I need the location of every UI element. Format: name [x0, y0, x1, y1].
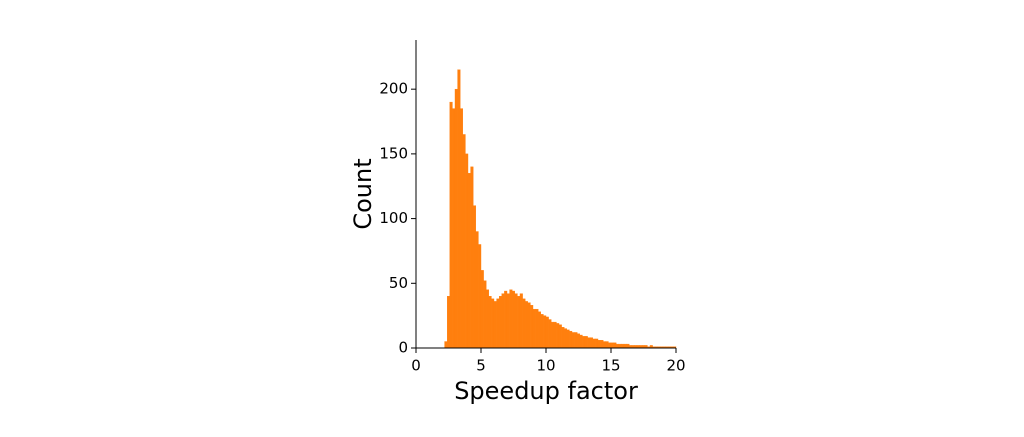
bar	[561, 327, 565, 349]
bar	[610, 342, 614, 349]
bar	[551, 321, 555, 349]
bar	[548, 319, 552, 349]
bar	[496, 298, 500, 349]
bar	[626, 343, 630, 349]
x-tick-label: 20	[666, 357, 685, 375]
bar	[519, 293, 523, 349]
bar	[460, 108, 464, 349]
bar	[504, 290, 508, 349]
bar	[579, 334, 583, 349]
y-tick-label: 100	[379, 209, 408, 227]
bar	[454, 88, 458, 349]
bar	[452, 108, 456, 349]
bar	[600, 340, 604, 349]
bar	[522, 298, 526, 349]
bar	[465, 153, 469, 349]
y-tick-label: 200	[379, 80, 408, 98]
bar	[499, 296, 503, 349]
bar	[566, 329, 570, 349]
bar	[618, 343, 622, 349]
bar	[509, 289, 513, 349]
x-tick-label: 5	[476, 357, 486, 375]
bar	[590, 337, 594, 349]
bar	[486, 289, 490, 349]
bar	[449, 101, 453, 349]
bar	[512, 290, 516, 349]
bar	[483, 280, 487, 349]
y-tick-label: 150	[379, 144, 408, 162]
bar	[582, 336, 586, 349]
bar	[473, 205, 477, 349]
bar	[525, 301, 529, 349]
bar	[577, 333, 581, 349]
bar	[535, 308, 539, 349]
x-tick-label: 0	[411, 357, 421, 375]
bar	[595, 338, 599, 349]
bar	[447, 296, 451, 349]
bar	[540, 314, 544, 349]
bar	[597, 340, 601, 349]
y-tick-label: 0	[398, 339, 408, 357]
bar	[480, 270, 484, 349]
bar	[532, 308, 536, 349]
bar	[621, 343, 625, 349]
bar	[470, 166, 474, 349]
bar	[613, 342, 617, 349]
bar	[564, 328, 568, 349]
x-tick-label: 15	[601, 357, 620, 375]
x-tick-label: 10	[536, 357, 555, 375]
bar	[491, 298, 495, 349]
y-axis-label: Count	[349, 158, 377, 229]
bar	[556, 323, 560, 349]
bar	[558, 324, 562, 349]
bar	[587, 337, 591, 349]
bar	[623, 343, 627, 349]
bar	[545, 316, 549, 349]
bar	[527, 302, 531, 349]
bar	[543, 315, 547, 349]
bar	[605, 341, 609, 349]
bar	[493, 301, 497, 349]
bar	[517, 296, 521, 349]
bar	[514, 293, 518, 349]
bar	[571, 332, 575, 349]
bar	[603, 341, 607, 349]
bar	[501, 293, 505, 349]
bar	[608, 342, 612, 349]
y-tick-label: 50	[389, 274, 408, 292]
bar	[616, 343, 620, 349]
bar	[538, 311, 542, 349]
bar	[553, 321, 557, 349]
x-axis-label: Speedup factor	[454, 377, 638, 405]
bar	[584, 336, 588, 349]
bar	[488, 296, 492, 349]
bar	[592, 338, 596, 349]
bar	[506, 293, 510, 349]
bar	[478, 244, 482, 349]
bar	[475, 231, 479, 349]
bar	[457, 69, 461, 349]
bar	[444, 341, 448, 349]
bar	[574, 332, 578, 349]
bar	[467, 173, 471, 349]
bar	[569, 330, 573, 349]
bar	[530, 305, 534, 349]
bar	[462, 134, 466, 349]
